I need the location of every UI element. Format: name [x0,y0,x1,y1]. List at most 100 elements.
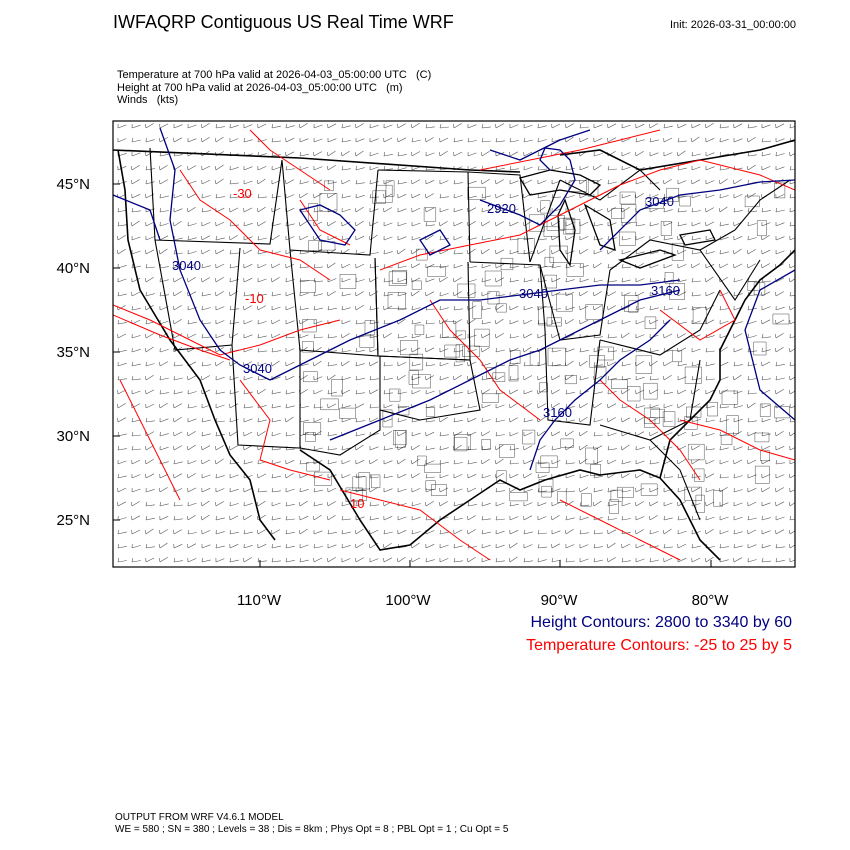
wind-barb [397,221,407,227]
wind-barb [270,276,280,283]
wind-barb [579,473,589,479]
wind-barb [229,515,239,521]
wind-barb [691,208,701,213]
wind-barb [649,529,659,535]
wind-barb [565,528,574,535]
wind-barb [144,528,154,535]
wind-barb [494,444,504,451]
wind-barb [411,305,421,311]
wind-barb [327,179,337,185]
wind-barb [761,334,771,339]
wind-barb [215,515,225,521]
wind-barb [201,417,211,423]
wind-barb [733,348,743,353]
wind-barb [145,166,155,171]
wind-barb [733,459,743,465]
wind-barb [425,501,434,507]
lat-label: 40°N [56,260,90,277]
lon-label: 110°W [237,592,282,609]
wind-barb [467,291,477,297]
wind-barb [761,431,771,437]
wind-barb [775,236,785,241]
wind-barb [649,305,659,311]
wind-barb [159,292,169,297]
wind-barb [369,417,379,423]
wind-barb [159,515,169,521]
wind-barb [383,249,393,255]
wind-barb [691,305,701,311]
wind-barb [705,166,715,171]
wind-barb [243,501,253,507]
wind-barb [635,417,644,423]
wind-barb [285,544,295,549]
wind-barb [620,444,630,451]
wind-barb [299,558,309,563]
wind-barb [271,459,281,465]
wind-barb [243,431,253,437]
wind-barb [117,389,127,395]
wind-barb [593,291,602,297]
wind-barb [705,473,715,479]
county-boundaries [300,180,790,514]
wind-barb [313,137,323,143]
wind-barb [579,319,589,325]
wind-barb [243,445,253,451]
wind-barb [579,249,588,255]
wind-barb [159,193,169,199]
wind-barb [523,390,533,395]
wind-barb [761,124,771,129]
wind-barb [649,348,659,353]
wind-barb [480,248,490,255]
wind-barb [299,138,309,143]
wind-barb [326,262,336,269]
wind-barb [565,417,575,423]
wind-barb [397,208,407,213]
county-outline [364,320,375,336]
wind-barb [523,319,533,325]
wind-barb [775,138,785,143]
wind-barb [257,292,267,297]
wind-barb [635,445,645,451]
wind-barb [719,502,729,507]
wind-barb [536,416,546,423]
wind-barb [579,375,589,381]
wind-barb [397,152,407,157]
county-outline [624,295,639,312]
wind-barb [158,248,168,255]
wind-barb [201,487,211,493]
wind-barb [495,151,505,157]
wind-barb [789,207,795,213]
wind-barb [172,220,182,227]
county-outline [688,444,705,461]
wind-barb [649,319,659,325]
wind-barb [705,193,715,199]
wind-barb [355,348,365,353]
wind-barb [565,319,574,325]
wind-barb [719,544,729,549]
wind-barb [775,291,784,297]
wind-barb [453,431,463,437]
county-outline [454,434,471,450]
wind-barb [439,530,449,535]
wind-barb [271,558,281,563]
wind-barb [551,375,561,381]
wind-barb [453,487,463,493]
wind-barb [481,431,490,437]
wind-barb [313,544,323,549]
wind-barb [327,138,337,143]
county-outline [539,382,548,393]
wind-barb [607,403,617,409]
wind-barb [271,529,281,535]
wind-barb [313,557,323,563]
wind-barb [509,347,519,353]
wind-barb [411,151,420,157]
wind-barb [131,152,141,157]
wind-barb [565,123,574,129]
wind-barb [201,334,211,339]
wind-barb [733,123,743,129]
wind-barb [117,235,126,241]
wind-barb [578,444,588,451]
temperature-legend: Temperature Contours: -25 to 25 by 5 [526,637,792,654]
wind-barb [243,515,252,521]
wind-barb [383,137,393,143]
